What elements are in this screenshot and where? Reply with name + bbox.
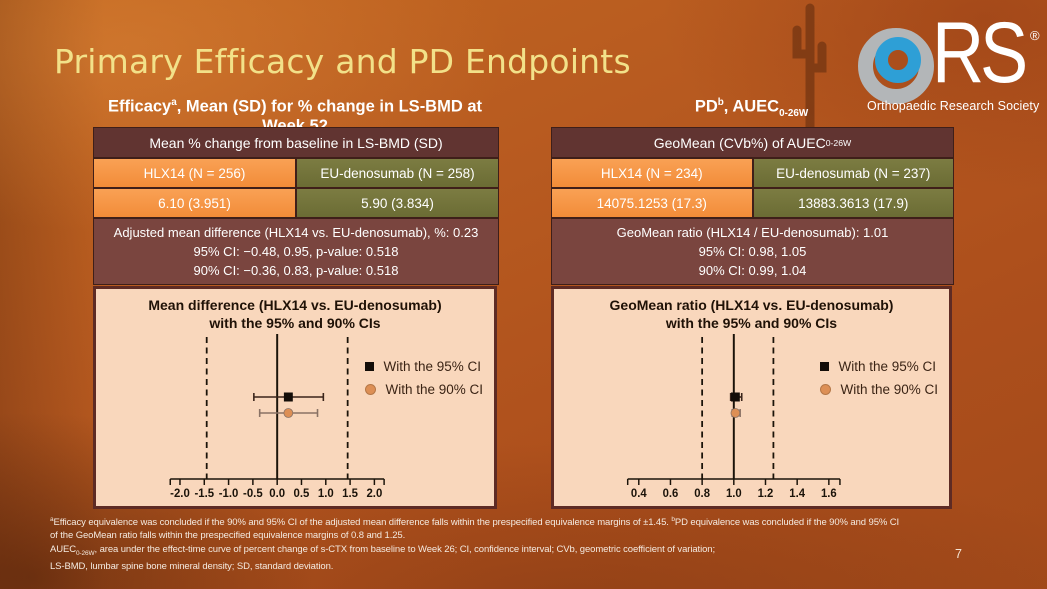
table-header: Mean % change from baseline in LS-BMD (S…	[94, 128, 498, 157]
footnote-text: Efficacy equivalence was concluded if th…	[53, 517, 672, 529]
cactus-silhouette-icon	[792, 3, 827, 142]
denosumab-arm-cell: EU-denosumab (N = 258)	[297, 159, 498, 187]
legend: With the 95% CI With the 90% CI	[820, 355, 938, 401]
svg-text:-1.5: -1.5	[194, 488, 214, 500]
page-number: 7	[955, 547, 962, 561]
footnotes: aEfficacy equivalence was concluded if t…	[50, 513, 980, 573]
svg-text:-0.5: -0.5	[243, 488, 263, 500]
svg-text:0.4: 0.4	[631, 488, 647, 500]
pd-forest-panel: 0.4 0.6 0.8 1.0 1.2 1.4 1.6 GeoMean ratio (HLX…	[551, 286, 952, 509]
efficacy-subtitle-text: Efficacy	[107, 97, 172, 116]
table-header-text: GeoMean (CVb%) of AUEC	[653, 134, 826, 151]
legend-label: With the 95% CI	[383, 359, 481, 374]
footnote-text: , area under the effect-time curve of pe…	[94, 543, 716, 555]
stat-line: GeoMean ratio (HLX14 / EU-denosumab): 1.…	[616, 225, 889, 240]
footnote-text: PD equivalence was concluded if the 90% …	[674, 517, 900, 529]
circle-marker-icon	[365, 384, 377, 395]
hlx14-arm-cell: HLX14 (N = 234)	[552, 159, 752, 187]
plot-title-line1: GeoMean ratio (HLX14 vs. EU-denosumab)	[609, 297, 894, 313]
efficacy-forest-panel: -2.0 -1.5 -1.0 -0.5 0.0 0.5 1.0 1.5 2.0 Mean dif…	[93, 286, 497, 509]
stat-line: Adjusted mean difference (HLX14 vs. EU-d…	[113, 225, 479, 240]
pd-subtitle-mid: , AUEC	[723, 97, 780, 116]
svg-text:1.6: 1.6	[821, 488, 837, 500]
plot-title: Mean difference (HLX14 vs. EU-denosumab)…	[96, 296, 494, 332]
pd-stats-block: GeoMean ratio (HLX14 / EU-denosumab): 1.…	[552, 219, 953, 284]
footnote-line-2: of the GeoMean ratio falls within the pr…	[50, 530, 406, 542]
ors-logo-caption: Orthopaedic Research Society	[867, 99, 1040, 113]
ors-logo: RS ® Orthopaedic Research Society	[858, 10, 1044, 117]
denosumab-value-cell: 13883.3613 (17.9)	[753, 189, 953, 217]
hlx14-value-cell: 14075.1253 (17.3)	[552, 189, 752, 217]
svg-text:1.5: 1.5	[342, 488, 358, 500]
efficacy-stats-block: Adjusted mean difference (HLX14 vs. EU-d…	[94, 219, 498, 284]
ors-logo-blue-crescent-icon	[875, 37, 921, 83]
efficacy-forest-plot: -2.0 -1.5 -1.0 -0.5 0.0 0.5 1.0 1.5 2.0	[169, 334, 385, 500]
table-header-sub: 0-26W	[825, 137, 852, 148]
ors-logo-letters: RS	[932, 5, 1028, 101]
svg-text:-1.0: -1.0	[219, 488, 239, 500]
footnote-text: AUEC	[50, 543, 76, 555]
table-arm-row: HLX14 (N = 234) EU-denosumab (N = 237)	[552, 159, 953, 187]
square-marker-icon	[365, 362, 375, 371]
hlx14-value-cell: 6.10 (3.951)	[94, 189, 295, 217]
plot-title-line2: with the 95% and 90% CIs	[665, 315, 838, 332]
registered-mark: ®	[1030, 28, 1040, 43]
pd-subtitle: PDb, AUEC0-26W	[551, 97, 952, 119]
hlx14-arm-cell: HLX14 (N = 256)	[94, 159, 295, 187]
table-arm-row: HLX14 (N = 256) EU-denosumab (N = 258)	[94, 159, 498, 187]
svg-text:1.4: 1.4	[789, 488, 805, 500]
footnote-line-1: aEfficacy equivalence was concluded if t…	[50, 513, 980, 529]
legend-item-95ci: With the 95% CI	[365, 355, 483, 378]
svg-text:1.0: 1.0	[318, 488, 334, 500]
footnote-line-3: AUEC0-26W, area under the effect-time cu…	[50, 543, 980, 560]
efficacy-table: Mean % change from baseline in LS-BMD (S…	[93, 127, 499, 285]
svg-text:0.8: 0.8	[694, 488, 710, 500]
plot-title-line1: Mean difference (HLX14 vs. EU-denosumab)	[148, 297, 442, 313]
table-value-row: 14075.1253 (17.3) 13883.3613 (17.9)	[552, 189, 953, 217]
pd-subtitle-sup: b	[717, 97, 724, 108]
footnote-sup-b: b	[671, 516, 675, 523]
svg-text:2.0: 2.0	[366, 488, 382, 500]
legend-item-95ci: With the 95% CI	[820, 355, 938, 378]
table-header-row: Mean % change from baseline in LS-BMD (S…	[94, 128, 498, 157]
circle-marker-icon	[820, 384, 832, 395]
table-value-row: 6.10 (3.951) 5.90 (3.834)	[94, 189, 498, 217]
plot-title: GeoMean ratio (HLX14 vs. EU-denosumab) w…	[554, 296, 949, 332]
svg-text:-2.0: -2.0	[170, 488, 190, 500]
legend-label: With the 90% CI	[385, 382, 483, 397]
efficacy-subtitle-sup: a	[171, 97, 177, 108]
legend-item-90ci: With the 90% CI	[820, 378, 938, 401]
table-header: GeoMean (CVb%) of AUEC 0-26W	[552, 128, 953, 157]
square-marker-icon	[820, 362, 830, 371]
svg-text:0.0: 0.0	[269, 488, 285, 500]
legend-label: With the 95% CI	[838, 359, 936, 374]
footnote-sup-a: a	[50, 516, 54, 523]
svg-text:0.6: 0.6	[663, 488, 679, 500]
legend: With the 95% CI With the 90% CI	[365, 355, 483, 401]
footnote-line-4: LS-BMD, lumbar spine bone mineral densit…	[50, 560, 334, 572]
denosumab-value-cell: 5.90 (3.834)	[297, 189, 498, 217]
stat-line: 90% CI: 0.99, 1.04	[698, 263, 807, 278]
legend-label: With the 90% CI	[840, 382, 938, 397]
pd-table: GeoMean (CVb%) of AUEC 0-26W HLX14 (N = 2…	[551, 127, 954, 285]
stat-line: 95% CI: −0.48, 0.95, p-value: 0.518	[193, 244, 399, 259]
legend-item-90ci: With the 90% CI	[365, 378, 483, 401]
stat-line: 95% CI: 0.98, 1.05	[698, 244, 807, 259]
plot-title-line2: with the 95% and 90% CIs	[209, 315, 381, 332]
pd-subtitle-text: PD	[694, 97, 718, 116]
svg-text:1.0: 1.0	[726, 488, 742, 500]
denosumab-arm-cell: EU-denosumab (N = 237)	[753, 159, 953, 187]
pd-forest-plot: 0.4 0.6 0.8 1.0 1.2 1.4 1.6	[626, 334, 841, 500]
page-title: Primary Efficacy and PD Endpoints	[54, 42, 631, 81]
stat-line: 90% CI: −0.36, 0.83, p-value: 0.518	[193, 263, 399, 278]
footnote-sub: 0-26W	[76, 549, 95, 557]
svg-text:1.2: 1.2	[758, 488, 774, 500]
svg-text:0.5: 0.5	[294, 488, 310, 500]
pd-subtitle-sub: 0-26W	[779, 107, 809, 119]
table-header-row: GeoMean (CVb%) of AUEC 0-26W	[552, 128, 953, 157]
